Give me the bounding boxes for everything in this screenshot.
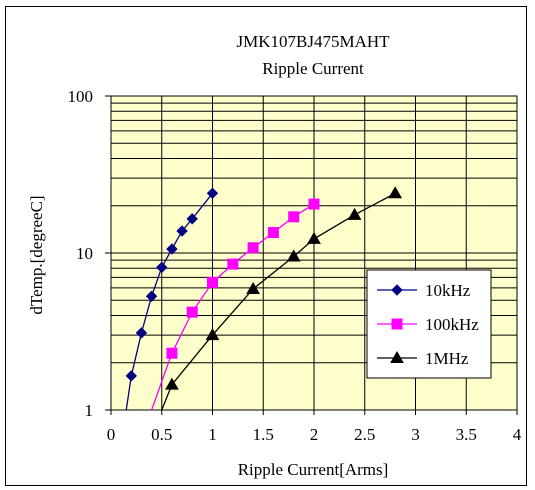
axis-ticks: 0 0.5 1 1.5 2 2.5 3 3.5 4 1 10 100 xyxy=(68,87,522,444)
series-10kHz xyxy=(125,187,219,411)
data-point-10kHz-7 xyxy=(186,213,198,225)
chart-title: JMK107BJ475MAHT xyxy=(236,32,390,51)
data-point-100kHz-1 xyxy=(166,347,178,359)
data-point-10kHz-2 xyxy=(135,327,148,339)
legend-marker-1MHz xyxy=(390,350,404,363)
x-tick-label-7: 3.5 xyxy=(456,425,477,444)
x-tick-label-4: 2 xyxy=(310,425,319,444)
data-point-10kHz-8 xyxy=(206,187,219,200)
plot-border xyxy=(110,95,518,411)
x-axis-label: Ripple Current[Arms] xyxy=(238,460,389,479)
x-tick-label-5: 2.5 xyxy=(354,425,375,444)
data-point-100kHz-7 xyxy=(288,211,300,223)
series-layer xyxy=(125,186,403,411)
chart-subtitle: Ripple Current xyxy=(262,59,364,78)
data-point-1MHz-6 xyxy=(347,207,362,220)
legend-label-100kHz: 100kHz xyxy=(425,315,479,334)
data-point-1MHz-7 xyxy=(388,186,403,199)
legend: 10kHz 100kHz 1MHz xyxy=(366,269,492,379)
data-point-1MHz-3 xyxy=(246,281,260,294)
y-tick-label-2: 100 xyxy=(68,87,94,106)
series-line-1MHz xyxy=(161,192,396,411)
x-tick-label-3: 1.5 xyxy=(253,425,274,444)
x-tick-label-8: 4 xyxy=(513,425,522,444)
data-point-10kHz-3 xyxy=(145,290,158,302)
series-100kHz xyxy=(150,198,320,411)
legend-marker-10kHz xyxy=(391,284,403,296)
data-point-10kHz-4 xyxy=(156,261,168,274)
y-tick-label-1: 10 xyxy=(76,244,93,263)
legend-label-1MHz: 1MHz xyxy=(425,349,469,368)
y-axis-label: dTemp.[degreeC] xyxy=(27,195,46,314)
grid-lines xyxy=(111,96,517,410)
x-tick-label-0: 0 xyxy=(107,425,116,444)
x-tick-label-6: 3 xyxy=(411,425,420,444)
data-point-100kHz-4 xyxy=(227,258,239,270)
legend-label-10kHz: 10kHz xyxy=(425,281,471,300)
data-point-10kHz-6 xyxy=(176,225,188,237)
data-point-1MHz-5 xyxy=(307,231,321,244)
data-point-1MHz-1 xyxy=(165,377,179,390)
data-point-1MHz-2 xyxy=(205,328,220,341)
data-point-100kHz-2 xyxy=(186,306,198,318)
data-point-1MHz-4 xyxy=(286,249,301,262)
y-tick-label-0: 1 xyxy=(85,401,94,420)
series-1MHz xyxy=(161,186,403,411)
data-point-10kHz-1 xyxy=(125,370,138,382)
data-point-100kHz-3 xyxy=(207,276,218,288)
x-tick-label-1: 0.5 xyxy=(151,425,172,444)
data-point-100kHz-6 xyxy=(267,227,279,239)
data-point-100kHz-8 xyxy=(308,198,320,210)
legend-marker-100kHz xyxy=(391,318,403,330)
x-tick-label-2: 1 xyxy=(208,425,217,444)
data-point-10kHz-5 xyxy=(166,243,178,255)
data-point-100kHz-5 xyxy=(247,242,259,254)
